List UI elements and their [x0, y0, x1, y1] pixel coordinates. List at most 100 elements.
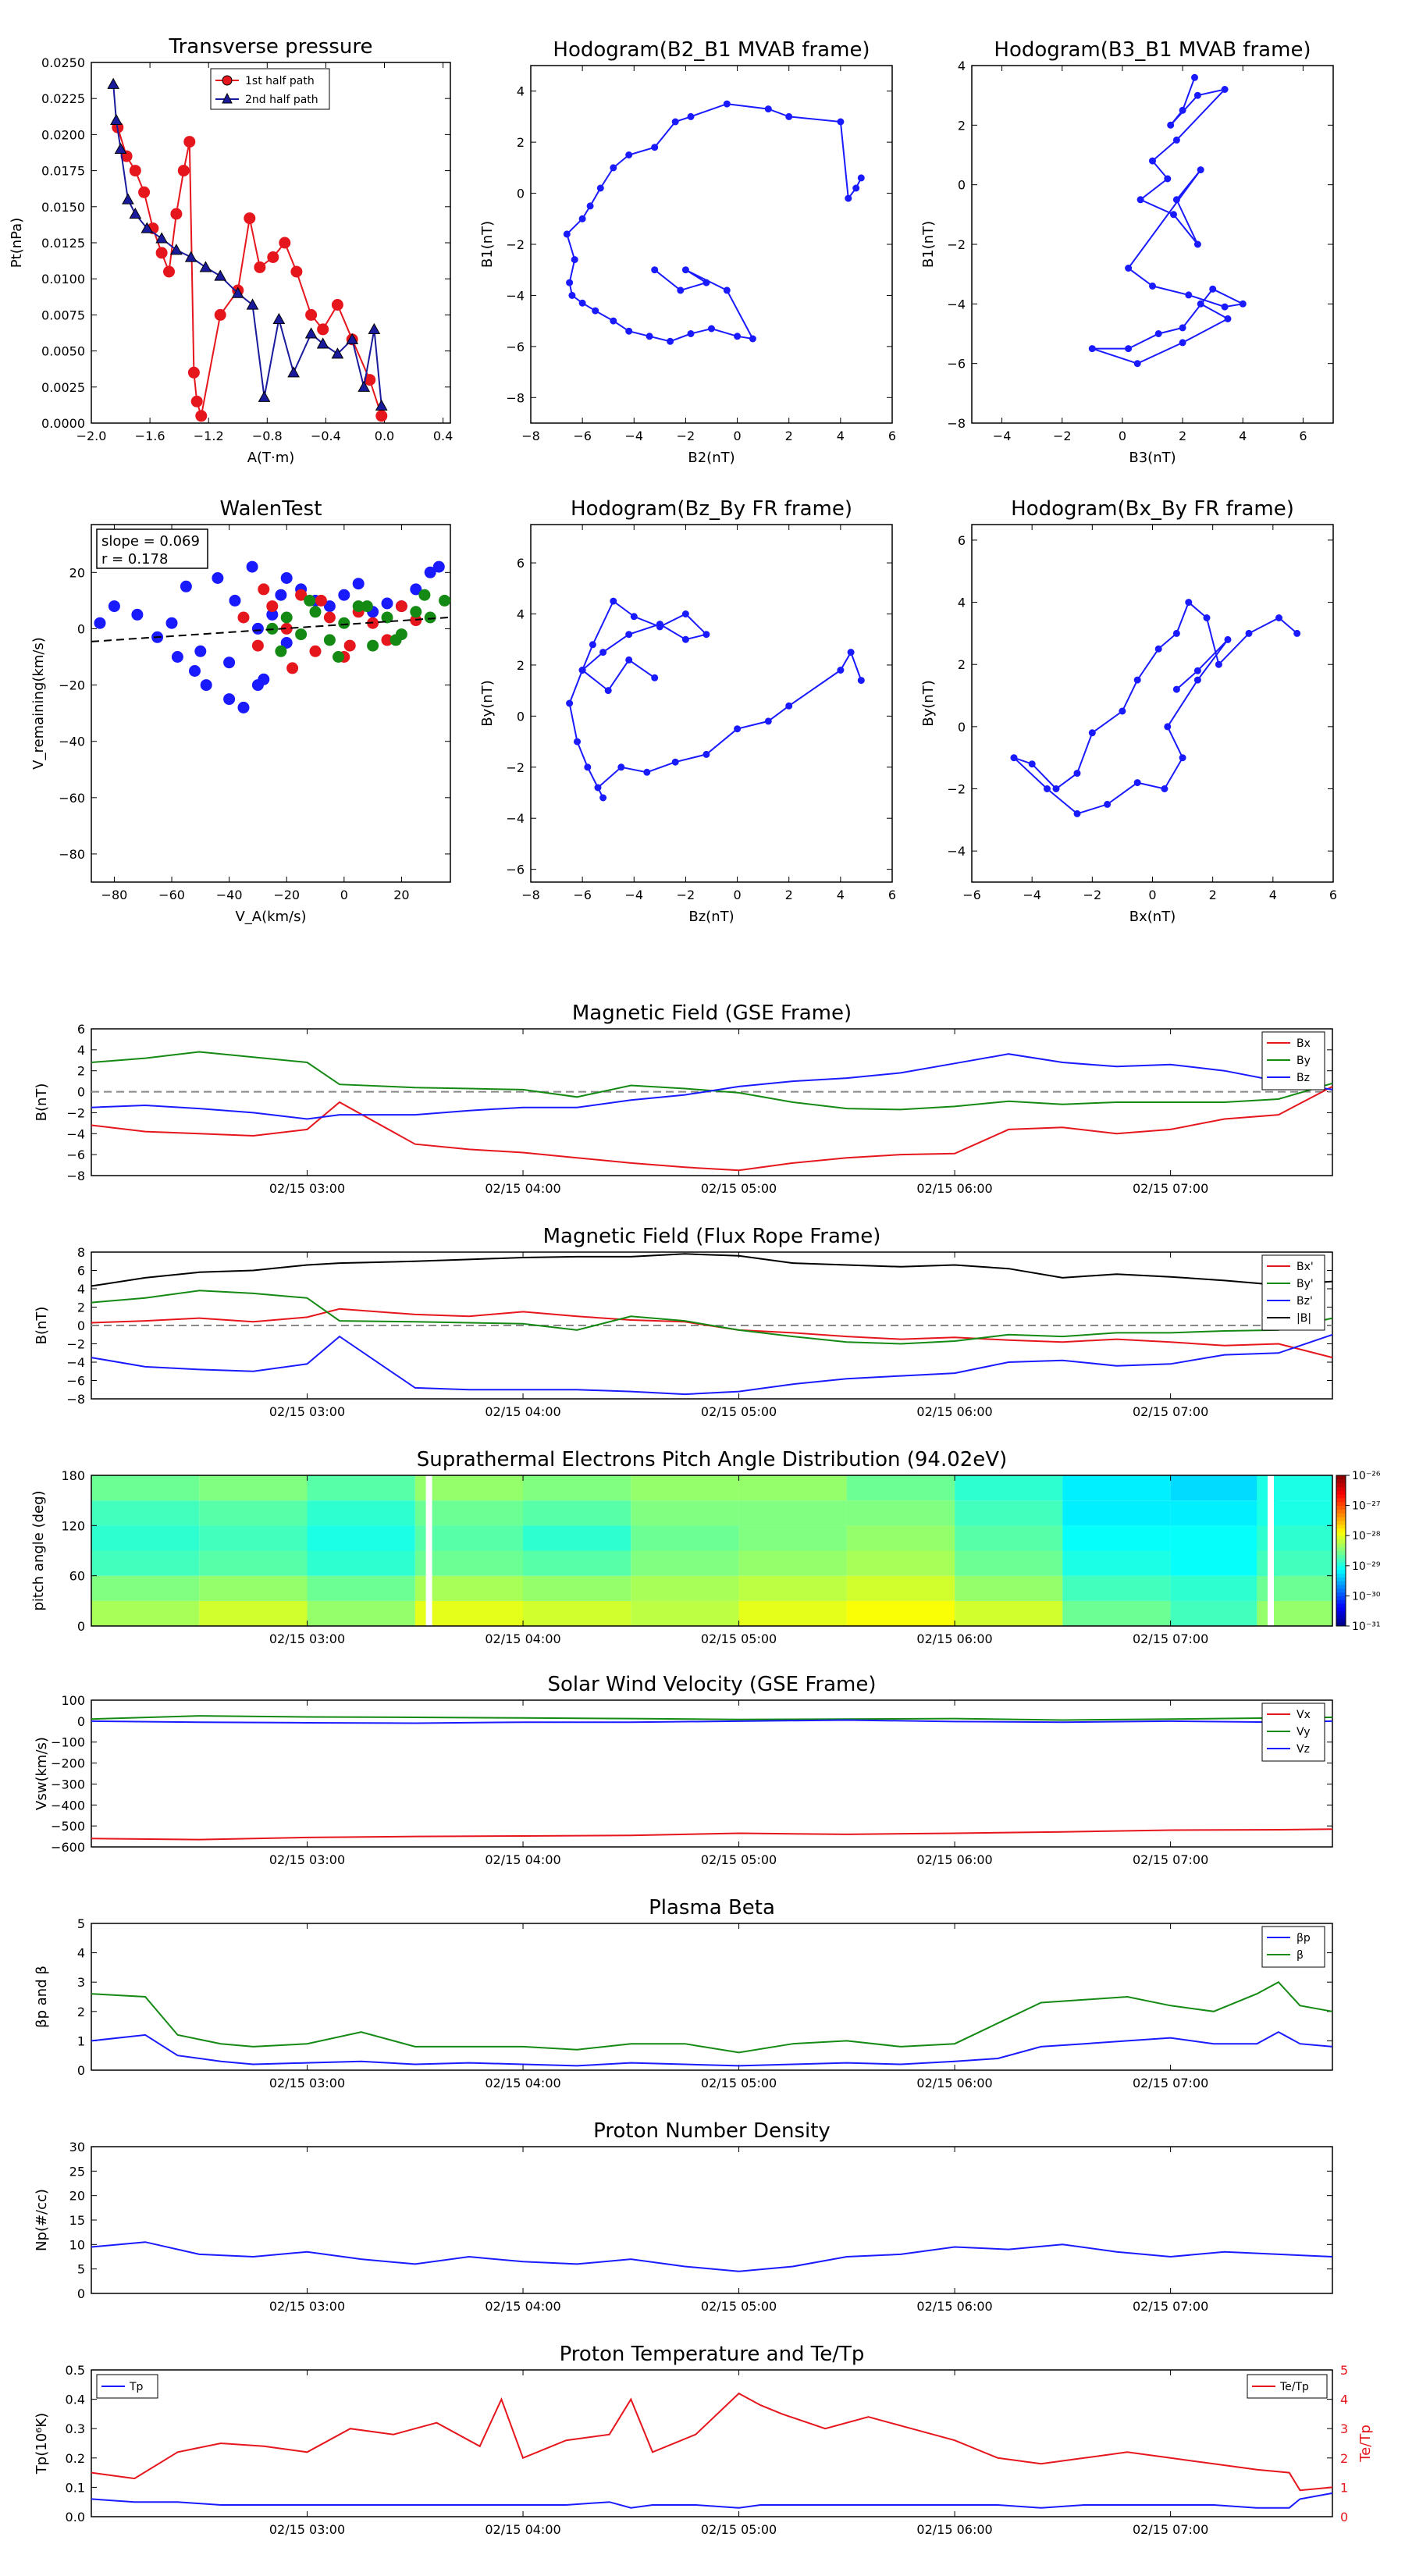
- hodo_bzby-point: [604, 687, 612, 695]
- hodo_bzby-point: [625, 631, 633, 639]
- hodo_b2b1-point: [708, 325, 715, 333]
- pad-title: Suprathermal Electrons Pitch Angle Distr…: [417, 1448, 1007, 1471]
- mag_gse-title: Magnetic Field (GSE Frame): [572, 1002, 852, 1025]
- temp-ytick-label: 0.0: [66, 2510, 85, 2524]
- hodo_bxby-point: [1179, 754, 1186, 762]
- hodo_bzby-point: [630, 613, 638, 621]
- pad-colorbar-segment: [1336, 1599, 1346, 1604]
- pressure-ytick-label: 0.0150: [41, 200, 85, 215]
- hodo_bxby-point: [1073, 809, 1081, 817]
- walen-point-blue: [200, 679, 212, 692]
- hodo_b2b1-ytick-label: −4: [506, 288, 525, 303]
- walen-point-red: [258, 583, 270, 596]
- hodo_bzby-point: [785, 702, 793, 710]
- mag_fr-ytick-label: 8: [77, 1245, 85, 1260]
- hodo_bxby-xtick-label: −4: [1023, 888, 1041, 902]
- mag_gse-ytick-label: 6: [77, 1022, 85, 1037]
- hodo_bxby-point: [1010, 754, 1018, 762]
- mag_gse-xtick-label: 02/15 03:00: [269, 1181, 345, 1196]
- vsw-ytick-label: −500: [51, 1819, 85, 1834]
- pressure-marker-2nd: [231, 286, 244, 298]
- pressure-marker-1st: [267, 251, 279, 263]
- pressure-xtick-label: −0.8: [252, 429, 283, 443]
- walen-point-green: [275, 645, 287, 657]
- hodo_bzby-series-line: [568, 600, 863, 799]
- hodo_b2b1-ytick-label: −2: [506, 237, 525, 252]
- pad-ytick-label: 120: [61, 1518, 85, 1533]
- pressure-marker-1st: [305, 308, 318, 321]
- walen-title: WalenTest: [220, 497, 322, 521]
- pressure-marker-2nd: [170, 244, 183, 255]
- hodo_b3b1-point: [1224, 315, 1232, 322]
- pad-colorbar-segment: [1336, 1539, 1346, 1544]
- density-xtick-label: 02/15 03:00: [269, 2299, 345, 2314]
- walen-point-blue: [280, 637, 293, 649]
- walen-point-blue: [275, 589, 287, 601]
- hodo_b2b1-point: [563, 230, 571, 238]
- pad-heatmap-cell: [307, 1525, 415, 1551]
- pressure-ytick-label: 0.0075: [41, 308, 85, 322]
- hodo_bzby-point: [566, 699, 574, 707]
- mag_fr-ytick-label: −6: [66, 1374, 85, 1389]
- pad-colorbar-segment: [1336, 1550, 1346, 1555]
- walen-fit-line: [91, 616, 451, 642]
- density-ytick-label: 10: [69, 2237, 85, 2252]
- pad-heatmap-cell: [414, 1575, 524, 1601]
- beta-plot-frame: [91, 1923, 1333, 2071]
- pressure-xtick-label: 0.4: [433, 429, 453, 443]
- pressure-marker-2nd: [304, 327, 318, 339]
- pad-heatmap-cell: [199, 1525, 308, 1551]
- pad-heatmap-cell: [199, 1500, 308, 1526]
- pad-heatmap-cell: [91, 1550, 200, 1576]
- walen-point-blue: [194, 645, 207, 657]
- pressure-ytick-label: 0.0250: [41, 55, 85, 70]
- hodo_b3b1-point: [1088, 345, 1096, 353]
- pad-heatmap-cell: [631, 1600, 739, 1626]
- walen-point-blue: [280, 572, 293, 584]
- walen-point-green: [309, 606, 322, 618]
- hodo_b3b1-point: [1136, 196, 1144, 204]
- pressure-marker-2nd: [107, 77, 120, 89]
- pressure-ytick-label: 0.0225: [41, 91, 85, 106]
- walen-point-blue: [171, 651, 183, 663]
- hodo_b3b1-point: [1221, 86, 1229, 93]
- hodo_bzby-point: [574, 738, 581, 745]
- pressure-marker-1st: [155, 247, 168, 259]
- hodo_b3b1-series-line: [1091, 76, 1246, 365]
- pad-heatmap-cell: [738, 1525, 847, 1551]
- walen-point-green: [424, 611, 436, 624]
- pressure-marker-2nd: [375, 399, 388, 411]
- pad-heatmap-cell: [738, 1550, 847, 1576]
- hodo_b2b1-point: [667, 337, 674, 345]
- hodo_b3b1-xtick-label: 6: [1299, 429, 1307, 443]
- hodo_b3b1-point: [1172, 196, 1180, 204]
- hodo_b2b1-point: [625, 327, 633, 335]
- mag_gse-plot-frame: [91, 1028, 1333, 1176]
- beta-series-b: [91, 1980, 1333, 2054]
- hodo_b2b1-xtick-label: 4: [837, 429, 845, 443]
- pressure-marker-1st: [163, 265, 175, 278]
- hodo_bxby-point: [1088, 729, 1096, 737]
- pad-colorbar-segment: [1336, 1614, 1346, 1619]
- temp-series-tetp: [91, 2392, 1333, 2492]
- hodo_bzby-point: [589, 641, 596, 649]
- hodo_b2b1-point: [702, 279, 710, 286]
- walen-point-blue: [251, 622, 264, 635]
- pressure-marker-2nd: [155, 232, 168, 244]
- pad-heatmap-cell: [307, 1550, 415, 1576]
- pad-colorbar-segment: [1336, 1498, 1346, 1503]
- hodo_b3b1-point: [1149, 157, 1156, 165]
- pressure-marker-2nd: [316, 337, 329, 349]
- density-xtick-label: 02/15 05:00: [701, 2299, 777, 2314]
- beta-ytick-label: 4: [77, 1946, 85, 1961]
- vsw-series-Vy: [91, 1715, 1333, 1721]
- hodo_b2b1-point: [625, 151, 633, 158]
- pad-heatmap-cell: [738, 1575, 847, 1601]
- hodo_bxby-xtick-label: 0: [1148, 888, 1156, 902]
- hodo_bzby-ylabel: By(nT): [479, 680, 496, 726]
- mag_fr-ytick-label: 2: [77, 1300, 85, 1315]
- temp-xtick-label: 02/15 03:00: [269, 2522, 345, 2537]
- hodo_b3b1-point: [1185, 291, 1193, 299]
- walen-slope-text: slope = 0.069: [101, 533, 200, 550]
- pad-colorbar-segment: [1336, 1542, 1346, 1548]
